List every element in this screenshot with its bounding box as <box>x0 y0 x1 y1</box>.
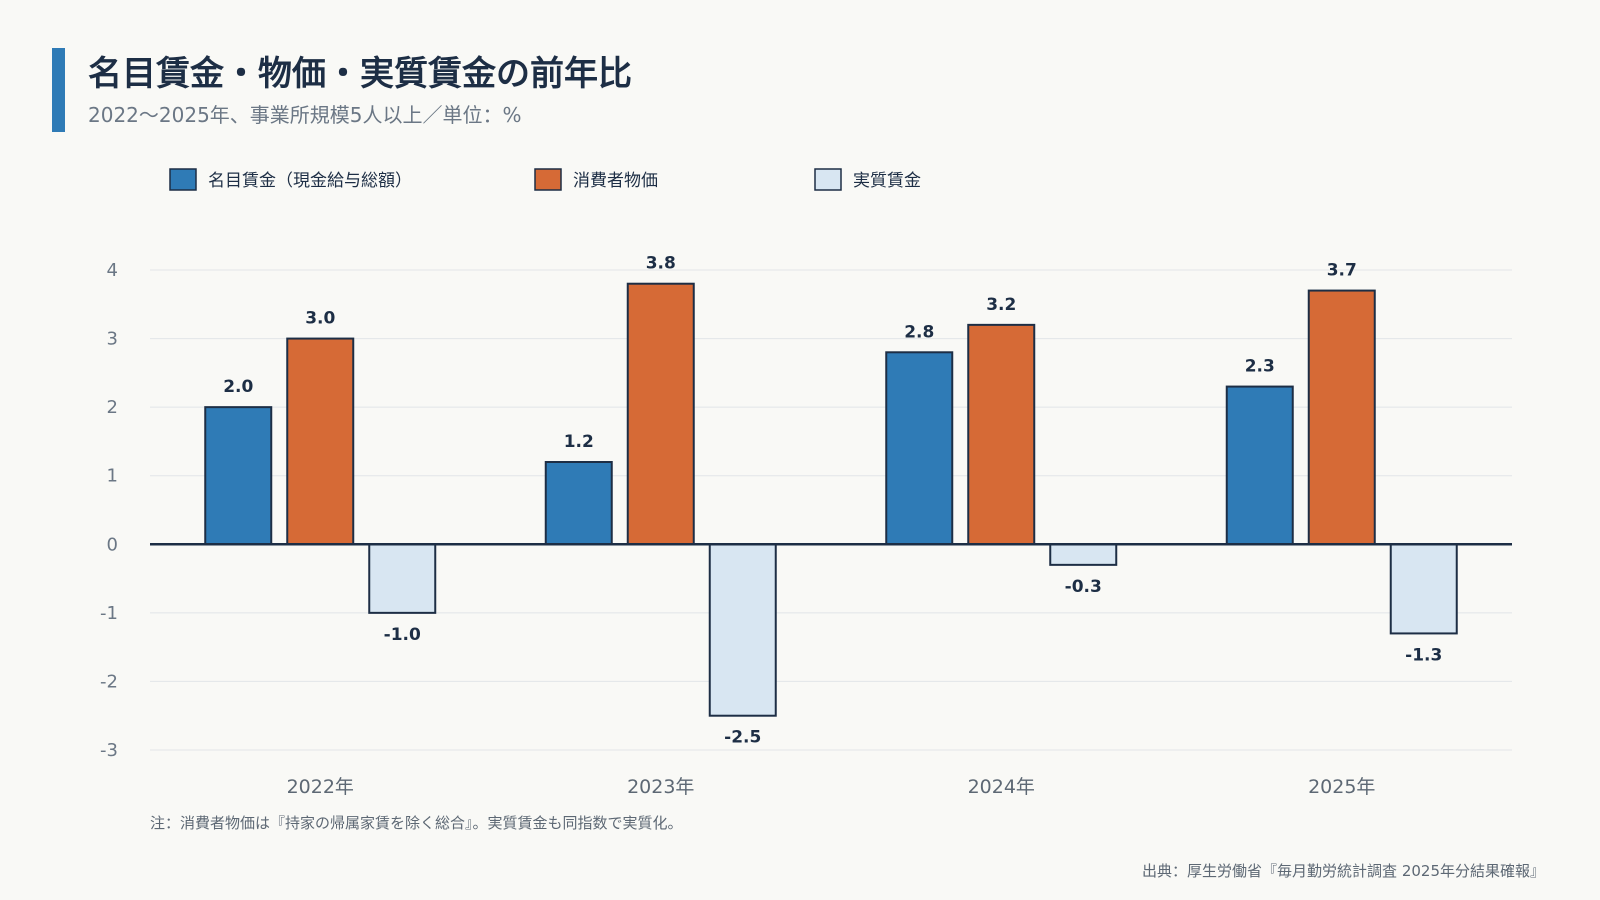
y-tick-label: -1 <box>100 603 118 624</box>
data-label: 3.2 <box>986 295 1016 315</box>
data-labels-layer: 2.0 3.0 -1.0 1.2 3.8 -2.5 2.8 3.2 -0.3 2.3 3.7 -1.3 <box>223 254 1442 748</box>
bar-series-1-cat-1 <box>626 282 695 546</box>
legend-label: 名目賃金（現金給与総額） <box>208 171 412 191</box>
chart-note: 注：消費者物価は『持家の帰属家賃を除く総合』。実質賃金も同指数で実質化。 <box>150 814 683 832</box>
legend-swatch <box>814 168 842 191</box>
x-axis: 2022年 2023年 2024年 2025年 <box>287 776 1376 798</box>
data-label: 3.0 <box>305 309 335 329</box>
bar-series-2-cat-3 <box>1389 543 1458 635</box>
data-label: 2.3 <box>1245 357 1275 377</box>
legend-label: 消費者物価 <box>573 171 658 191</box>
y-axis: 4 3 2 1 0 -1 -2 -3 <box>100 260 118 761</box>
y-tick-label: 1 <box>107 466 118 487</box>
y-tick-label: 2 <box>107 397 118 418</box>
data-label: 3.7 <box>1327 261 1357 281</box>
legend-swatch <box>169 168 197 191</box>
legend-label: 実質賃金 <box>853 171 921 191</box>
chart-subtitle: 2022〜2025年、事業所規模5人以上／単位：% <box>88 103 522 127</box>
bar-series-0-cat-0 <box>204 406 273 546</box>
data-label: -0.3 <box>1065 577 1102 597</box>
data-label: 2.0 <box>223 377 253 397</box>
legend: 名目賃金（現金給与総額） 消費者物価 実質賃金 <box>169 168 921 191</box>
x-category-label: 2025年 <box>1308 776 1375 798</box>
x-category-label: 2024年 <box>968 776 1035 798</box>
chart-title: 名目賃金・物価・実質賃金の前年比 <box>88 54 632 94</box>
x-category-label: 2022年 <box>287 776 354 798</box>
bar-series-1-cat-3 <box>1307 289 1376 546</box>
bar-series-2-cat-2 <box>1049 543 1118 566</box>
data-label: 2.8 <box>904 322 934 342</box>
y-tick-label: 0 <box>107 534 118 555</box>
bar-series-2-cat-0 <box>368 543 437 614</box>
chart-source: 出典：厚生労働省『毎月勤労統計調査 2025年分結果確報』 <box>1142 862 1545 880</box>
bar-series-0-cat-3 <box>1225 385 1294 546</box>
x-category-label: 2023年 <box>627 776 694 798</box>
data-label: -1.3 <box>1405 645 1442 665</box>
legend-swatch <box>534 168 562 191</box>
bar-series-1-cat-2 <box>967 323 1036 546</box>
title-accent-bar <box>52 48 65 132</box>
y-tick-label: -2 <box>100 671 118 692</box>
bar-series-1-cat-0 <box>286 337 355 546</box>
y-tick-label: 3 <box>107 329 118 350</box>
data-label: 1.2 <box>564 432 594 452</box>
data-label: -2.5 <box>724 728 761 748</box>
data-label: 3.8 <box>646 254 676 274</box>
y-tick-label: 4 <box>107 260 118 281</box>
y-tick-label: -3 <box>100 740 118 761</box>
grid-layer <box>150 269 1512 751</box>
bar-series-0-cat-2 <box>885 351 954 546</box>
bars-layer <box>204 282 1458 717</box>
bar-series-0-cat-1 <box>544 461 613 546</box>
data-label: -1.0 <box>384 625 421 645</box>
bar-series-2-cat-1 <box>708 543 777 717</box>
